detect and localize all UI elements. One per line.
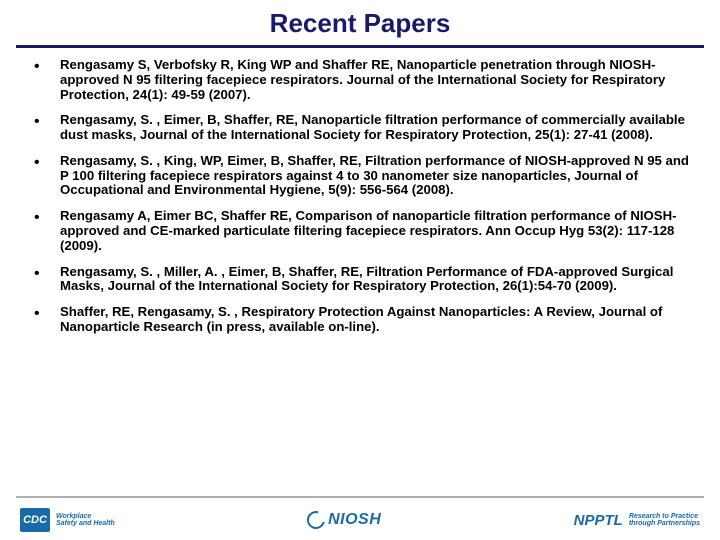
list-item-text: Rengasamy, S. , Eimer, B, Shaffer, RE, N… (60, 113, 692, 143)
footer-rule (16, 496, 704, 498)
bullet-icon: • (30, 58, 60, 74)
list-item: • Rengasamy, S. , King, WP, Eimer, B, Sh… (30, 154, 692, 198)
niosh-text: NIOSH (328, 511, 381, 529)
list-item: • Rengasamy S, Verbofsky R, King WP and … (30, 58, 692, 102)
npptl-tagline: Research to Practicethrough Partnerships (629, 513, 700, 528)
list-item: • Rengasamy, S. , Eimer, B, Shaffer, RE,… (30, 113, 692, 143)
cdc-tagline: WorkplaceSafety and Health (56, 513, 115, 528)
page-title: Recent Papers (0, 0, 720, 45)
list-item-text: Rengasamy A, Eimer BC, Shaffer RE, Compa… (60, 209, 692, 253)
bullet-icon: • (30, 305, 60, 321)
swoosh-icon (304, 508, 329, 533)
list-item: • Shaffer, RE, Rengasamy, S. , Respirato… (30, 305, 692, 335)
bullet-list: • Rengasamy S, Verbofsky R, King WP and … (0, 58, 720, 335)
list-item-text: Rengasamy S, Verbofsky R, King WP and Sh… (60, 58, 692, 102)
cdc-badge-icon: CDC (20, 508, 50, 532)
list-item-text: Shaffer, RE, Rengasamy, S. , Respiratory… (60, 305, 692, 335)
footer: CDC WorkplaceSafety and Health NIOSH NPP… (0, 496, 720, 540)
list-item: • Rengasamy, S. , Miller, A. , Eimer, B,… (30, 265, 692, 295)
bullet-icon: • (30, 113, 60, 129)
list-item-text: Rengasamy, S. , King, WP, Eimer, B, Shaf… (60, 154, 692, 198)
npptl-logo: NPPTL Research to Practicethrough Partne… (574, 512, 700, 529)
bullet-icon: • (30, 265, 60, 281)
niosh-logo: NIOSH (307, 511, 381, 529)
bullet-icon: • (30, 209, 60, 225)
title-rule (16, 45, 704, 48)
footer-row: CDC WorkplaceSafety and Health NIOSH NPP… (0, 502, 720, 538)
cdc-logo: CDC WorkplaceSafety and Health (20, 508, 115, 532)
list-item: • Rengasamy A, Eimer BC, Shaffer RE, Com… (30, 209, 692, 253)
npptl-text: NPPTL (574, 512, 623, 529)
bullet-icon: • (30, 154, 60, 170)
list-item-text: Rengasamy, S. , Miller, A. , Eimer, B, S… (60, 265, 692, 295)
